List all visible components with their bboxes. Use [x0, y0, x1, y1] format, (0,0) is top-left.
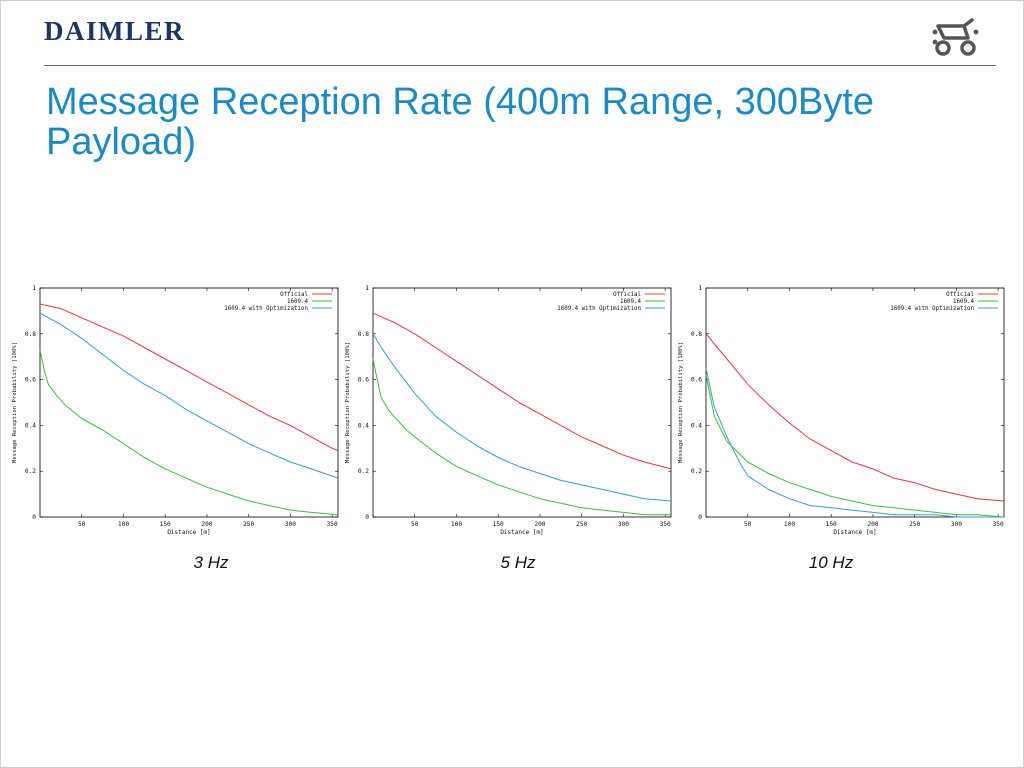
x-tick-label: 150 [493, 521, 504, 528]
plot-area [372, 287, 672, 518]
x-tick-label: 250 [576, 521, 587, 528]
y-tick-label: 0.4 [358, 422, 369, 429]
legend-label: 1609.4 [620, 299, 641, 305]
x-tick-label: 200 [201, 521, 212, 528]
y-tick-label: 0.8 [25, 331, 36, 338]
y-tick-label: 0.4 [25, 422, 36, 429]
chart-caption-5hz: 5 Hz [500, 553, 536, 572]
y-axis-label: Message Reception Probability [100%] [345, 342, 351, 463]
chart-caption-3hz: 3 Hz [193, 553, 229, 572]
legend-label: Official [946, 292, 974, 298]
plot-area [39, 287, 339, 518]
series-line [39, 303, 339, 452]
vehicle-icon [932, 18, 979, 56]
x-tick-label: 250 [243, 521, 254, 528]
x-tick-label: 300 [285, 521, 296, 528]
x-tick-label: 100 [451, 521, 462, 528]
header-divider [44, 65, 996, 66]
x-tick-label: 100 [784, 521, 795, 528]
series-line [39, 349, 339, 516]
x-tick-label: 350 [660, 521, 671, 528]
x-tick-label: 350 [993, 521, 1004, 528]
series-line [705, 374, 1005, 518]
chart-10hz: 0 0.2 0.4 0.6 0.8 1 50 100 150 200 250 300 350 Distan… [674, 283, 1012, 541]
x-tick-label: 300 [951, 521, 962, 528]
y-tick-label: 0.2 [25, 468, 36, 475]
y-tick-label: 0.4 [691, 422, 702, 429]
x-tick-label: 50 [411, 521, 419, 528]
series-line [705, 333, 1005, 502]
x-tick-label: 350 [327, 521, 338, 528]
x-axis-label: Distance [m] [833, 529, 876, 536]
legend-label: 1609.4 with Optimization [890, 306, 974, 312]
y-tick-label: 0.6 [358, 377, 369, 384]
x-axis-label: Distance [m] [167, 529, 210, 536]
legend-label: 1609.4 with Optimization [224, 306, 308, 312]
brand-wordmark: DAIMLER [44, 16, 186, 46]
y-tick-label: 0 [698, 514, 702, 521]
y-axis-label: Message Reception Probability [100%] [678, 342, 684, 463]
slide-title: Message Reception Rate (400m Range, 300B… [46, 81, 875, 163]
legend-label: Official [613, 292, 641, 298]
legend-label: Official [280, 292, 308, 298]
legend-label: 1609.4 [287, 299, 308, 305]
x-tick-label: 50 [744, 521, 752, 528]
y-tick-label: 0.2 [358, 468, 369, 475]
y-axis-label: Message Reception Probability [100%] [12, 342, 18, 463]
series-line [372, 333, 672, 502]
y-tick-label: 0.8 [358, 331, 369, 338]
chart-3hz: 0 0.2 0.4 0.6 0.8 1 50 100 150 200 250 300 350 Distan… [8, 283, 346, 541]
chart-caption-10hz: 10 Hz [808, 553, 854, 572]
y-tick-label: 0.8 [691, 331, 702, 338]
y-tick-label: 0 [32, 514, 36, 521]
chart-5hz: 0 0.2 0.4 0.6 0.8 1 50 100 150 200 250 300 350 Distan… [341, 283, 679, 541]
series-line [372, 358, 671, 516]
legend-label: 1609.4 with Optimization [557, 306, 641, 312]
y-tick-label: 1 [32, 285, 36, 292]
x-tick-label: 300 [618, 521, 629, 528]
series-line [372, 312, 672, 470]
x-tick-label: 100 [118, 521, 129, 528]
y-tick-label: 0 [365, 514, 369, 521]
x-tick-label: 200 [867, 521, 878, 528]
y-tick-label: 1 [698, 285, 702, 292]
legend-label: 1609.4 [953, 299, 974, 305]
y-tick-label: 0.6 [691, 377, 702, 384]
y-tick-label: 0.2 [691, 468, 702, 475]
x-tick-label: 250 [909, 521, 920, 528]
x-tick-label: 150 [160, 521, 171, 528]
x-tick-label: 200 [534, 521, 545, 528]
x-axis-label: Distance [m] [500, 529, 543, 536]
series-line [705, 368, 1004, 518]
x-tick-label: 150 [826, 521, 837, 528]
series-line [39, 312, 339, 479]
y-tick-label: 1 [365, 285, 369, 292]
x-tick-label: 50 [78, 521, 86, 528]
y-tick-label: 0.6 [25, 377, 36, 384]
plot-area [705, 287, 1005, 518]
